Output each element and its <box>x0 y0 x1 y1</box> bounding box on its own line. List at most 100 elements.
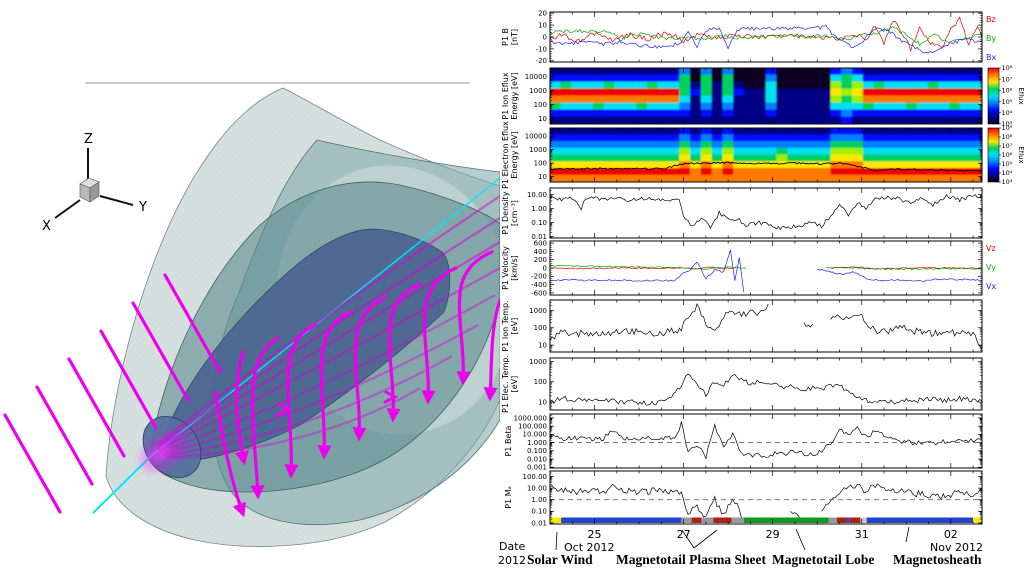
panel-beta: 1000.000100.00010.0001.0000.1000.0100.00… <box>504 413 983 472</box>
svg-text:0.10: 0.10 <box>531 219 547 227</box>
svg-text:1000: 1000 <box>529 307 547 315</box>
panel-ylabel: P1 Elec. Temp. <box>501 355 510 413</box>
panel-ylabel: [eV] <box>510 376 519 393</box>
region-class-segment <box>849 517 861 523</box>
svg-text:10⁴: 10⁴ <box>1002 169 1013 177</box>
svg-text:10⁶: 10⁶ <box>1002 87 1013 95</box>
svg-text:100: 100 <box>534 324 547 332</box>
axis-triad: Z X Y <box>42 132 147 234</box>
year-label: 2012 <box>498 554 526 567</box>
svg-text:10: 10 <box>538 173 547 181</box>
svg-text:10⁵: 10⁵ <box>1002 98 1013 106</box>
svg-text:1000: 1000 <box>529 146 547 154</box>
svg-text:0.001: 0.001 <box>527 464 547 472</box>
region-class-segment <box>561 517 682 523</box>
svg-text:-600: -600 <box>531 289 547 297</box>
magnetosphere-3d-diagram: Z X Y <box>3 82 500 547</box>
region-label-plasma-sheet: Magnetotail Plasma Sheet <box>616 552 766 567</box>
region-leader-line <box>693 529 718 549</box>
svg-text:1.000: 1.000 <box>527 439 547 447</box>
region-class-segment <box>846 517 850 523</box>
svg-text:0: 0 <box>543 33 547 41</box>
region-label-lobe: Magnetotail Lobe <box>772 552 875 567</box>
svg-text:0.01: 0.01 <box>531 233 547 241</box>
region-class-segment <box>836 517 847 523</box>
svg-text:10³: 10³ <box>1002 178 1013 186</box>
region-class-segment <box>681 517 692 523</box>
panel-ylabel: [nT] <box>510 29 519 45</box>
svg-text:-200: -200 <box>531 273 547 281</box>
draped-field-lines <box>157 195 500 460</box>
month-label-nov: Nov 2012 <box>930 541 983 554</box>
panel-ion-eflux: 10000 1000 100 10 P1 Ion Eflux Energy [eV] 10⁸… <box>501 64 1024 128</box>
svg-text:400: 400 <box>534 248 547 256</box>
panel-electron-eflux: 10000 1000 100 10 P1 Electron Eflux Energy [e… <box>501 121 1024 189</box>
svg-text:0.10: 0.10 <box>531 508 547 516</box>
svg-text:100: 100 <box>534 378 547 386</box>
svg-text:02: 02 <box>944 528 958 541</box>
panel-ylabel: P1 Beta <box>504 425 513 456</box>
panel-ylabel: P1 B <box>501 28 510 46</box>
svg-text:25: 25 <box>588 528 602 541</box>
svg-text:1000.000: 1000.000 <box>514 414 547 422</box>
svg-text:-10: -10 <box>536 45 547 53</box>
panel-ylabel: P1 Density <box>501 191 510 234</box>
region-class-segment <box>743 517 829 523</box>
region-class-segment <box>713 517 732 523</box>
svg-text:20: 20 <box>538 10 547 18</box>
svg-text:600: 600 <box>534 239 547 247</box>
svg-text:10³: 10³ <box>1002 120 1013 128</box>
svg-text:10⁶: 10⁶ <box>1002 151 1013 159</box>
svg-text:100.000: 100.000 <box>518 423 547 431</box>
svg-text:29: 29 <box>766 528 780 541</box>
panel-elec-temp: 1000 100 10 P1 Elec. Temp. [eV] <box>501 355 983 413</box>
series-label-Bz: Bz <box>986 15 996 24</box>
series-label-Vx: Vx <box>986 282 996 291</box>
svg-text:10000: 10000 <box>525 133 547 141</box>
svg-text:1.00: 1.00 <box>531 205 547 213</box>
region-leader-line <box>681 529 695 549</box>
svg-text:10.000: 10.000 <box>523 431 548 439</box>
svg-text:1000: 1000 <box>529 87 547 95</box>
svg-text:0.01: 0.01 <box>531 519 547 527</box>
reconnection-glow <box>139 432 187 472</box>
region-leader-line <box>795 528 806 551</box>
panel-ylabel: [cm⁻³] <box>510 200 519 226</box>
region-label-solar-wind: Solar Wind <box>527 552 593 567</box>
colorbar <box>987 67 1000 125</box>
svg-text:100: 100 <box>534 101 547 109</box>
imf-field-lines <box>3 250 500 518</box>
axis-label-z: Z <box>84 132 93 147</box>
svg-text:-20: -20 <box>536 57 547 65</box>
colorbar-title: Eflux <box>1017 87 1024 104</box>
region-class-segment <box>973 517 982 523</box>
svg-text:10: 10 <box>538 342 547 350</box>
svg-text:10: 10 <box>538 115 547 123</box>
svg-text:1000: 1000 <box>529 358 547 366</box>
panel-ylabel: P1 Electron Eflux <box>501 121 510 189</box>
panel-ylabel: P1 Velocity <box>501 246 510 290</box>
svg-text:10.00: 10.00 <box>527 191 547 199</box>
panel-ylabel: P1 Ion Temp. <box>501 300 510 351</box>
panel-density: 10.00 1.00 0.10 0.01 P1 Density [cm⁻³] <box>501 187 983 241</box>
date-axis: 25 27 29 31 02 <box>555 526 958 551</box>
date-label: Date <box>499 540 526 553</box>
region-class-segment <box>860 517 867 523</box>
svg-text:10⁷: 10⁷ <box>1002 142 1013 150</box>
series-label-By: By <box>986 34 996 43</box>
panel-mach: 100.00 10.00 1.00 0.10 0.01 P1 Mₐ <box>504 470 983 527</box>
svg-text:10000: 10000 <box>525 73 547 81</box>
svg-text:10: 10 <box>538 21 547 29</box>
series-label-Vz: Vz <box>986 244 996 253</box>
axis-label-x: X <box>42 219 51 234</box>
svg-text:10⁸: 10⁸ <box>1002 133 1013 141</box>
svg-text:0.010: 0.010 <box>527 455 547 463</box>
svg-text:0.100: 0.100 <box>527 447 547 455</box>
region-class-segment <box>550 517 562 523</box>
colorbar-title: Eflux <box>1017 146 1024 163</box>
panel-ion-temp: 1000 100 10 P1 Ion Temp. [eV] <box>501 299 983 353</box>
panel-ylabel: P1 Ion Eflux <box>501 72 510 119</box>
svg-text:-400: -400 <box>531 281 547 289</box>
